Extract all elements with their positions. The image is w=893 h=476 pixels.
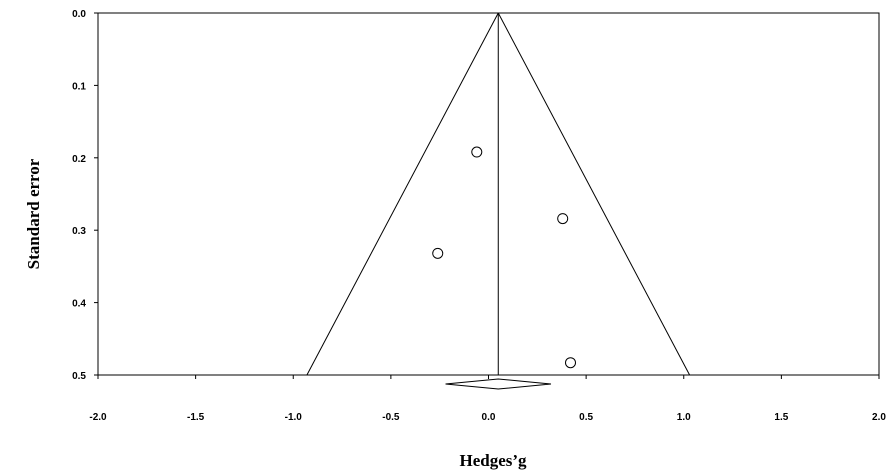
study-point bbox=[471, 146, 483, 158]
x-tick-label: 2.0 bbox=[872, 412, 886, 423]
x-tick-label: 1.5 bbox=[774, 412, 788, 423]
x-tick-label: -1.5 bbox=[187, 412, 205, 423]
funnel-right-line bbox=[497, 12, 691, 376]
y-axis-title: Standard error bbox=[24, 158, 43, 269]
plot-frame bbox=[97, 12, 880, 376]
y-tick-label: 0.0 bbox=[72, 9, 86, 20]
study-point bbox=[565, 357, 577, 369]
x-tick-label: -0.5 bbox=[382, 412, 400, 423]
y-tick-label: 0.1 bbox=[72, 81, 86, 92]
y-tick-label: 0.2 bbox=[72, 154, 86, 165]
x-tick-label: -1.0 bbox=[285, 412, 303, 423]
study-point bbox=[432, 247, 444, 259]
y-tick-label: 0.3 bbox=[72, 226, 86, 237]
x-axis-title: Hedges’g bbox=[459, 451, 527, 470]
x-tick-label: 1.0 bbox=[677, 412, 691, 423]
study-point bbox=[557, 213, 569, 225]
x-tick-label: 0.5 bbox=[579, 412, 593, 423]
x-tick-label: -2.0 bbox=[89, 412, 107, 423]
x-tick-label: 0.0 bbox=[482, 412, 496, 423]
y-tick-label: 0.4 bbox=[72, 299, 86, 310]
summary-diamond bbox=[445, 378, 552, 390]
funnel-left-line bbox=[306, 12, 499, 376]
y-tick-label: 0.5 bbox=[72, 371, 86, 382]
